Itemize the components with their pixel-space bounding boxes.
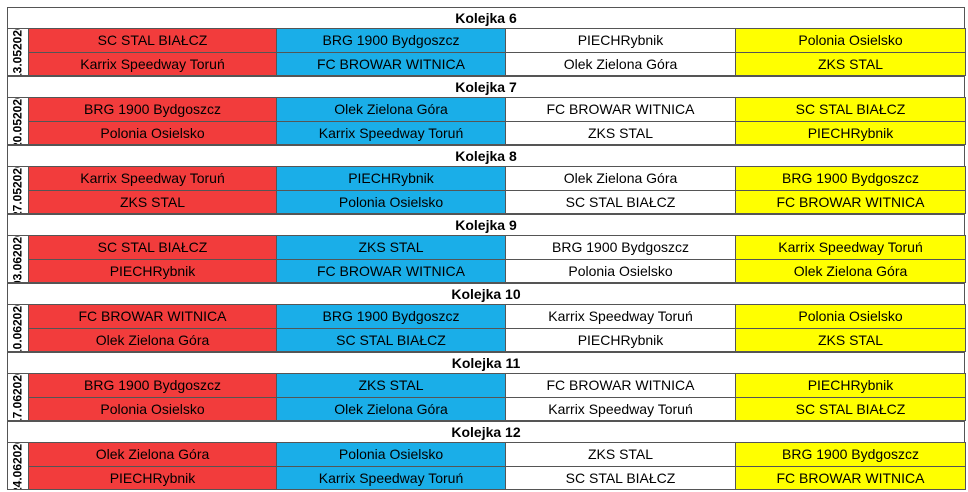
- team-cell: Olek Zielona Góra: [28, 327, 277, 352]
- team-cell: SC STAL BIAŁCZ: [505, 465, 736, 490]
- team-cell: BRG 1900 Bydgoszcz: [28, 97, 277, 122]
- team-cell: Karrix Speedway Toruń: [735, 235, 966, 260]
- round-header: Kolejka 8: [7, 145, 965, 167]
- year: 2026: [10, 442, 25, 465]
- schedule-table: Kolejka 6 13.05 2026 SC STAL BIAŁCZ BRG 1900…: [7, 7, 966, 490]
- team-cell: Karrix Speedway Toruń: [276, 465, 506, 490]
- team-cell: FC BROWAR WITNICA: [276, 258, 506, 283]
- team-cell: PIECHRybnik: [28, 465, 277, 490]
- team-cell: SC STAL BIAŁCZ: [276, 327, 506, 352]
- date: 27.05: [10, 188, 25, 214]
- year: 2026: [10, 235, 25, 258]
- team-cell: Olek Zielona Góra: [28, 442, 277, 467]
- team-cell: Polonia Osielsko: [735, 304, 966, 329]
- team-cell: SC STAL BIAŁCZ: [505, 189, 736, 214]
- date: 03.06: [10, 257, 25, 283]
- team-cell: Polonia Osielsko: [505, 258, 736, 283]
- team-cell: PIECHRybnik: [505, 327, 736, 352]
- team-cell: ZKS STAL: [505, 120, 736, 145]
- date: 10.06: [10, 326, 25, 352]
- team-cell: FC BROWAR WITNICA: [28, 304, 277, 329]
- team-cell: Karrix Speedway Toruń: [276, 120, 506, 145]
- year: 2026: [10, 304, 25, 327]
- team-cell: PIECHRybnik: [735, 120, 966, 145]
- round-header: Kolejka 10: [7, 283, 965, 305]
- year: 2026: [10, 97, 25, 120]
- date: 17.06: [10, 395, 25, 421]
- team-cell: BRG 1900 Bydgoszcz: [505, 235, 736, 260]
- team-cell: PIECHRybnik: [276, 166, 506, 191]
- team-cell: Polonia Osielsko: [28, 396, 277, 421]
- team-cell: Olek Zielona Góra: [276, 97, 506, 122]
- date-cell: 24.06 2026: [7, 442, 29, 490]
- team-cell: SC STAL BIAŁCZ: [735, 396, 966, 421]
- team-cell: BRG 1900 Bydgoszcz: [735, 442, 966, 467]
- team-cell: ZKS STAL: [505, 442, 736, 467]
- year: 2026: [10, 166, 25, 189]
- team-cell: PIECHRybnik: [505, 28, 736, 53]
- team-cell: BRG 1900 Bydgoszcz: [276, 304, 506, 329]
- team-cell: SC STAL BIAŁCZ: [28, 28, 277, 53]
- team-cell: ZKS STAL: [276, 373, 506, 398]
- team-cell: SC STAL BIAŁCZ: [735, 97, 966, 122]
- team-cell: BRG 1900 Bydgoszcz: [276, 28, 506, 53]
- team-cell: ZKS STAL: [28, 189, 277, 214]
- date: 20.05: [10, 119, 25, 145]
- year: 2026: [10, 28, 25, 51]
- team-cell: Karrix Speedway Toruń: [28, 166, 277, 191]
- team-cell: Olek Zielona Góra: [735, 258, 966, 283]
- round-header: Kolejka 12: [7, 421, 965, 443]
- date-cell: 10.06 2026: [7, 304, 29, 352]
- date: 24.06: [10, 464, 25, 490]
- team-cell: ZKS STAL: [276, 235, 506, 260]
- round-header: Kolejka 6: [7, 7, 965, 29]
- team-cell: Polonia Osielsko: [276, 189, 506, 214]
- team-cell: Karrix Speedway Toruń: [28, 51, 277, 76]
- team-cell: Polonia Osielsko: [276, 442, 506, 467]
- round-header: Kolejka 7: [7, 76, 965, 98]
- date-cell: 13.05 2026: [7, 28, 29, 76]
- date-cell: 17.06 2026: [7, 373, 29, 421]
- team-cell: Olek Zielona Góra: [505, 166, 736, 191]
- team-cell: FC BROWAR WITNICA: [505, 97, 736, 122]
- date-cell: 03.06 2026: [7, 235, 29, 283]
- team-cell: Olek Zielona Góra: [276, 396, 506, 421]
- team-cell: FC BROWAR WITNICA: [276, 51, 506, 76]
- date-cell: 20.05 2026: [7, 97, 29, 145]
- team-cell: Polonia Osielsko: [735, 28, 966, 53]
- team-cell: BRG 1900 Bydgoszcz: [735, 166, 966, 191]
- date-cell: 27.05 2026: [7, 166, 29, 214]
- round-header: Kolejka 11: [7, 352, 965, 374]
- team-cell: Karrix Speedway Toruń: [505, 304, 736, 329]
- team-cell: Polonia Osielsko: [28, 120, 277, 145]
- team-cell: PIECHRybnik: [735, 373, 966, 398]
- team-cell: BRG 1900 Bydgoszcz: [28, 373, 277, 398]
- year: 2026: [10, 373, 25, 396]
- team-cell: ZKS STAL: [735, 327, 966, 352]
- team-cell: SC STAL BIAŁCZ: [28, 235, 277, 260]
- round-header: Kolejka 9: [7, 214, 965, 236]
- team-cell: ZKS STAL: [735, 51, 966, 76]
- team-cell: PIECHRybnik: [28, 258, 277, 283]
- team-cell: FC BROWAR WITNICA: [505, 373, 736, 398]
- team-cell: FC BROWAR WITNICA: [735, 465, 966, 490]
- team-cell: Karrix Speedway Toruń: [505, 396, 736, 421]
- team-cell: Olek Zielona Góra: [505, 51, 736, 76]
- date: 13.05: [10, 50, 25, 76]
- team-cell: FC BROWAR WITNICA: [735, 189, 966, 214]
